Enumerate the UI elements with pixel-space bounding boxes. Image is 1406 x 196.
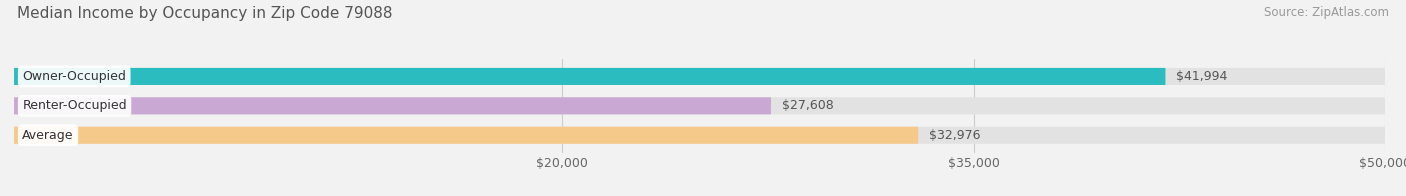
FancyBboxPatch shape [14,68,1385,85]
Text: Source: ZipAtlas.com: Source: ZipAtlas.com [1264,6,1389,19]
Text: $32,976: $32,976 [929,129,980,142]
FancyBboxPatch shape [14,68,1166,85]
Text: $41,994: $41,994 [1177,70,1227,83]
Text: Renter-Occupied: Renter-Occupied [22,99,127,112]
FancyBboxPatch shape [14,97,1385,114]
Text: Average: Average [22,129,73,142]
Text: Owner-Occupied: Owner-Occupied [22,70,127,83]
FancyBboxPatch shape [14,127,1385,144]
Text: Median Income by Occupancy in Zip Code 79088: Median Income by Occupancy in Zip Code 7… [17,6,392,21]
FancyBboxPatch shape [14,97,770,114]
FancyBboxPatch shape [14,127,918,144]
Text: $27,608: $27,608 [782,99,834,112]
